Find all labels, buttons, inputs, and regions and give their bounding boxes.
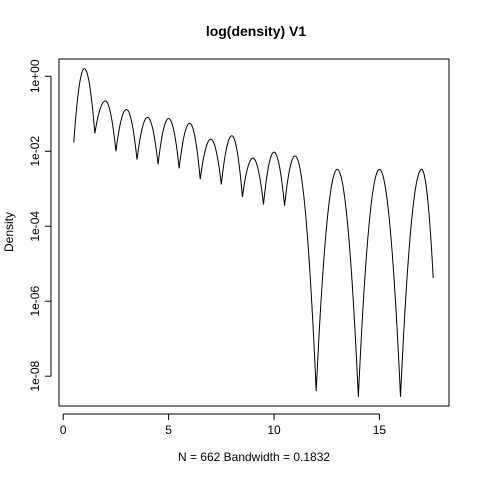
y-axis: 1e-08 1e-06 1e-04 1e-02 1e+00 bbox=[28, 59, 52, 392]
y-tick-label: 1e+00 bbox=[28, 59, 42, 93]
y-tick-label: 1e-08 bbox=[28, 361, 42, 392]
x-axis-label: N = 662 Bandwidth = 0.1832 bbox=[178, 450, 330, 464]
y-tick-label: 1e-04 bbox=[28, 211, 42, 242]
y-axis-label: Density bbox=[2, 212, 16, 252]
chart-title: log(density) V1 bbox=[206, 23, 307, 39]
density-line bbox=[73, 68, 434, 397]
y-tick-label: 1e-02 bbox=[28, 136, 42, 167]
y-tick-label: 1e-06 bbox=[28, 286, 42, 317]
x-tick-label: 10 bbox=[267, 423, 281, 437]
x-tick-label: 0 bbox=[60, 423, 67, 437]
plot-frame bbox=[58, 58, 450, 407]
x-axis: 0 5 10 15 bbox=[60, 413, 387, 437]
x-tick-label: 5 bbox=[165, 423, 172, 437]
x-tick-label: 15 bbox=[373, 423, 387, 437]
